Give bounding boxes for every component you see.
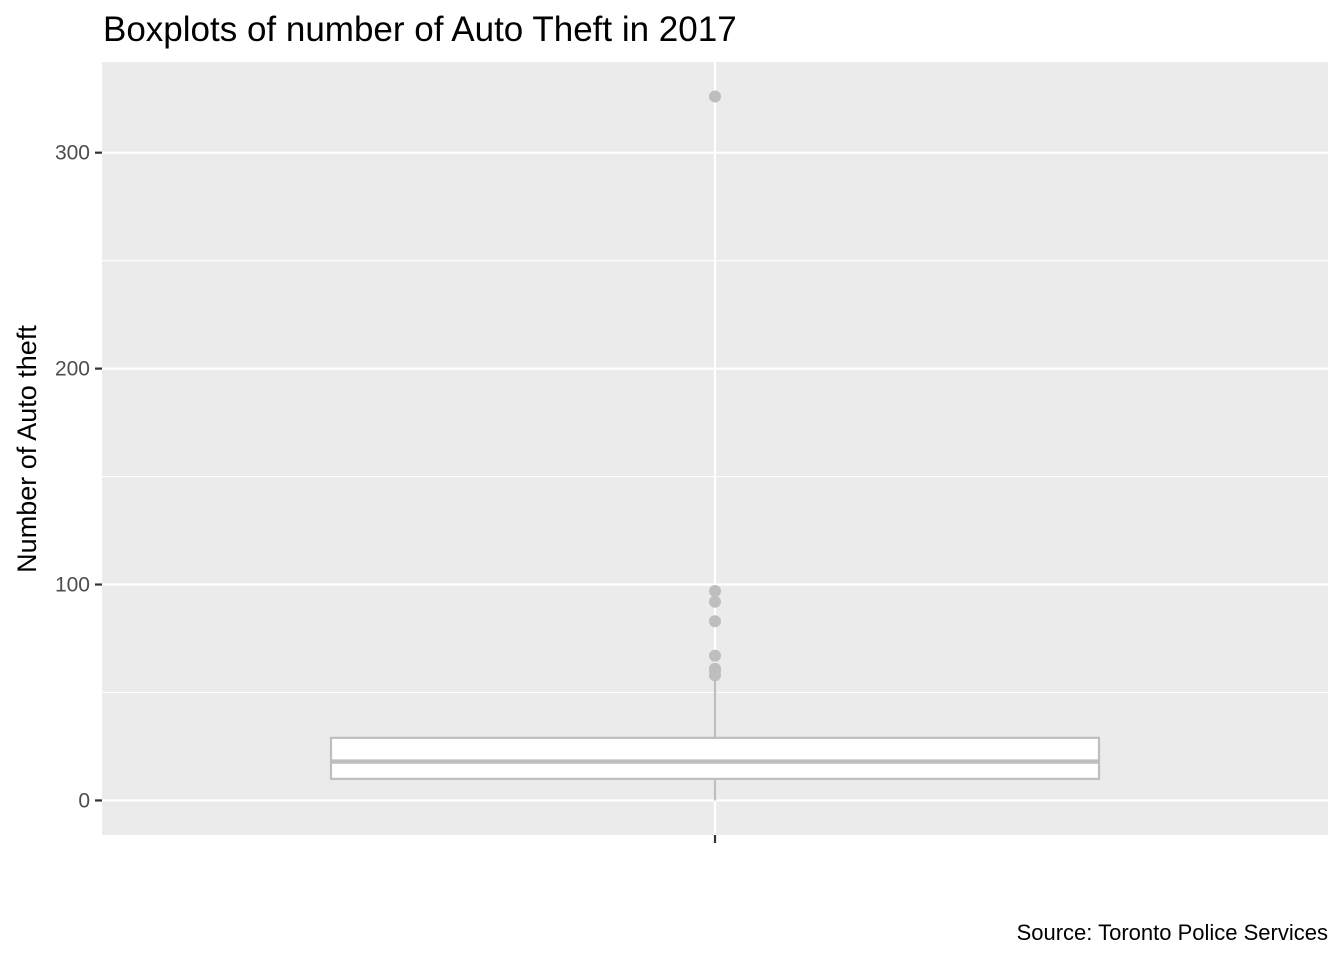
y-tick-label: 0 (78, 789, 90, 812)
y-tick-label: 300 (55, 142, 90, 165)
outlier-point (709, 90, 721, 103)
y-tick-label: 100 (55, 574, 90, 597)
chart-caption: Source: Toronto Police Services (1017, 920, 1328, 945)
boxplot-series (329, 90, 1101, 801)
outlier-point (709, 615, 721, 628)
chart-title: Boxplots of number of Auto Theft in 2017 (103, 10, 737, 49)
y-axis-title: Number of Auto theft (12, 325, 42, 573)
outlier-point (709, 595, 721, 608)
outlier-point (709, 662, 721, 675)
y-axis: 0 100 200 300 (55, 142, 102, 812)
iqr-box (329, 736, 1101, 780)
outlier-point (709, 649, 721, 662)
outlier-point (709, 585, 721, 598)
y-tick-label: 200 (55, 358, 90, 381)
